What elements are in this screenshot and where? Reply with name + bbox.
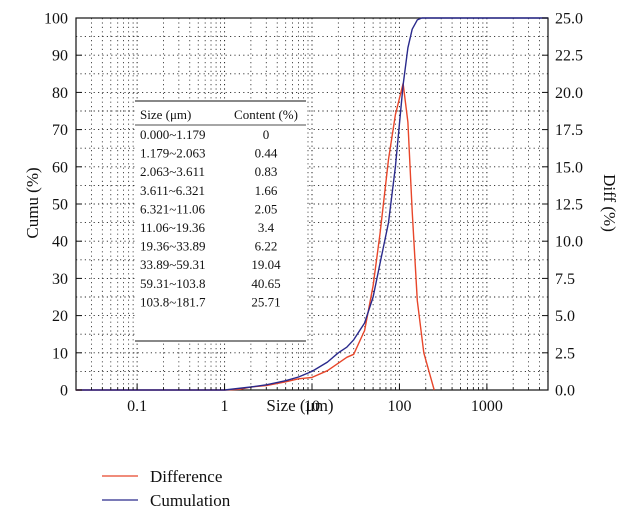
series-line-cumulation	[76, 17, 548, 391]
table-cell-size: 6.321~11.06	[140, 201, 206, 216]
x-axis-label: Size (μm)	[266, 396, 333, 415]
y-right-tick-label: 2.5	[555, 345, 575, 362]
y-left-tick-label: 0	[60, 383, 68, 400]
y-left-tick-label: 40	[52, 234, 68, 251]
y-right-tick-label: 10.0	[555, 234, 583, 251]
table-cell-content: 2.05	[255, 201, 278, 216]
table-cell-content: 0.44	[255, 146, 278, 161]
y-axis-right-label: Diff (%)	[600, 174, 619, 232]
y-left-tick-label: 80	[52, 85, 68, 102]
x-tick-label: 0.1	[127, 398, 147, 415]
legend: Difference Cumulation	[102, 467, 231, 510]
y-right-tick-label: 20.0	[555, 85, 583, 102]
table-cell-size: 1.179~2.063	[140, 146, 206, 161]
y-left-tick-label: 20	[52, 308, 68, 325]
table-cell-content: 25.71	[251, 294, 280, 309]
table-cell-size: 11.06~19.36	[140, 220, 206, 235]
y-right-tick-label: 7.5	[555, 271, 575, 288]
table-header-size: Size (μm)	[140, 107, 191, 122]
table-cell-content: 0.83	[255, 164, 278, 179]
y-axis-left-label: Cumu (%)	[23, 167, 42, 238]
table-cell-content: 19.04	[251, 257, 281, 272]
y-right-tick-label: 25.0	[555, 11, 583, 28]
y-left-tick-label: 90	[52, 48, 68, 65]
y-right-tick-label: 15.0	[555, 159, 583, 176]
table-cell-size: 2.063~3.611	[140, 164, 205, 179]
y-left-tick-label: 100	[44, 11, 68, 28]
table-cell-content: 1.66	[255, 183, 278, 198]
table-cell-content: 6.22	[255, 239, 278, 254]
data-table: Size (μm) Content (%) 0.000~1.179 0 1.179~…	[135, 100, 306, 342]
table-cell-size: 103.8~181.7	[140, 294, 206, 309]
table-cell-size: 0.000~1.179	[140, 127, 206, 142]
y-left-tick-label: 60	[52, 159, 68, 176]
y-right-tick-label: 22.5	[555, 48, 583, 65]
x-tick-label: 1	[221, 398, 229, 415]
table-cell-content: 0	[263, 127, 270, 142]
y-right-tick-label: 0.0	[555, 383, 575, 400]
table-cell-size: 33.89~59.31	[140, 257, 206, 272]
table-cell-size: 59.31~103.8	[140, 276, 206, 291]
y-right-tick-label: 5.0	[555, 308, 575, 325]
y-right-tick-label: 17.5	[555, 122, 583, 139]
table-background	[135, 101, 306, 341]
legend-label-difference: Difference	[150, 467, 222, 486]
table-cell-content: 40.65	[251, 276, 280, 291]
table-rows: 0.000~1.179 0 1.179~2.063 0.44 2.063~3.611 0.…	[140, 127, 281, 309]
y-left-tick-label: 30	[52, 271, 68, 288]
x-tick-label: 100	[387, 398, 411, 415]
legend-label-cumulation: Cumulation	[150, 491, 231, 510]
series-lines	[76, 17, 548, 391]
table-cell-size: 3.611~6.321	[140, 183, 205, 198]
y-left-tick-label: 10	[52, 345, 68, 362]
y-right-tick-label: 12.5	[555, 197, 583, 214]
y-left-tick-label: 50	[52, 197, 68, 214]
x-tick-label: 10	[304, 398, 320, 415]
x-tick-label: 1000	[471, 398, 503, 415]
ticks: 0.1 1 10 100 1000 0 10 20 30 40 50 60 70 80 90 100 0.0 2.…	[44, 11, 583, 416]
table-cell-size: 19.36~33.89	[140, 239, 206, 254]
table-cell-content: 3.4	[258, 220, 275, 235]
y-left-tick-label: 70	[52, 122, 68, 139]
table-header-content: Content (%)	[234, 107, 298, 122]
